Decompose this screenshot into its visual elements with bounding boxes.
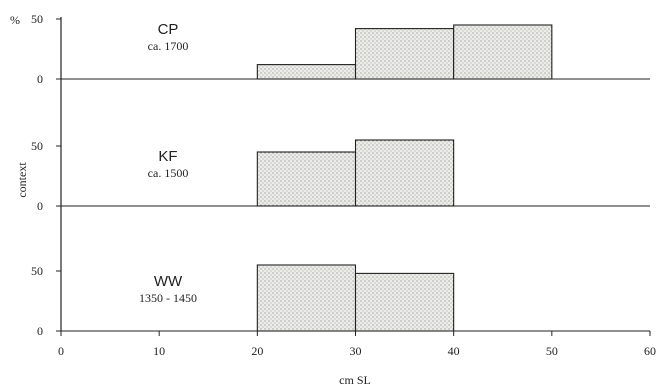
y-tick-label: 0 (37, 72, 43, 86)
y-unit-label: % (10, 13, 20, 27)
y-tick-label: 50 (31, 12, 43, 26)
panel-subtitle: 1350 - 1450 (139, 291, 197, 305)
y-tick-label: 0 (37, 199, 43, 213)
histogram-bar (453, 24, 553, 80)
panel-title: WW (154, 273, 183, 290)
histogram-bar (354, 272, 455, 332)
panel-subtitle: ca. 1500 (148, 166, 189, 180)
x-axis-label: cm SL (339, 373, 371, 387)
y-tick-label: 50 (31, 264, 43, 278)
x-tick-label: 0 (58, 344, 64, 358)
x-tick-label: 20 (251, 344, 263, 358)
x-tick-label: 50 (546, 344, 558, 358)
y-tick-label: 50 (31, 139, 43, 153)
x-tick-label: 10 (153, 344, 165, 358)
panel-subtitle: ca. 1700 (148, 39, 189, 53)
histogram-bar (354, 28, 455, 80)
x-tick-label: 40 (448, 344, 460, 358)
histogram-bar (256, 151, 357, 207)
y-axis-label: context (15, 162, 29, 198)
x-tick-label: 60 (644, 344, 656, 358)
x-axis: 0 10 20 30 40 50 60 (58, 331, 656, 358)
histogram-bar (256, 264, 357, 332)
y-tick-label: 0 (37, 324, 43, 338)
panel-title: KF (158, 148, 177, 165)
panel-title: CP (158, 21, 179, 38)
histogram-bar (354, 139, 455, 207)
x-tick-label: 30 (350, 344, 362, 358)
histogram-bar (256, 64, 357, 80)
